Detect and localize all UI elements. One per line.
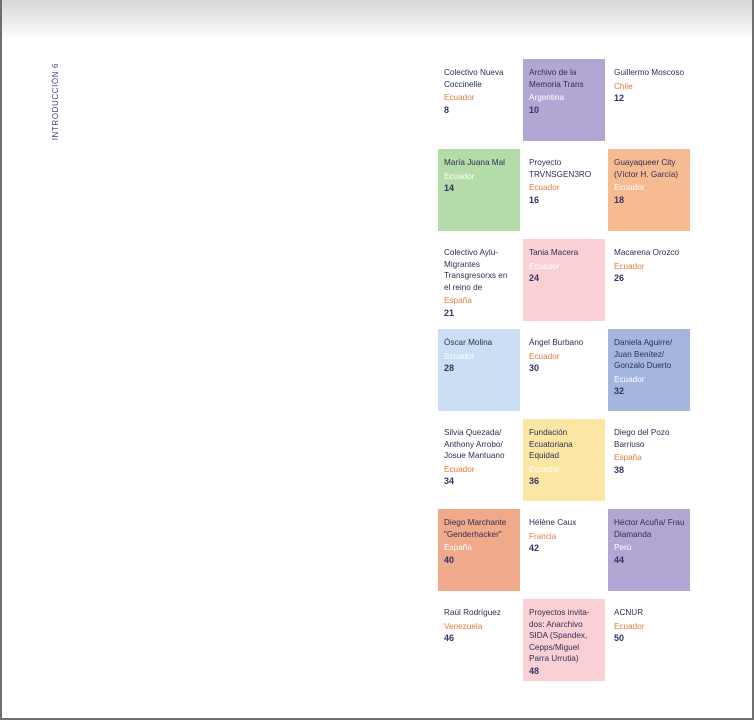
entry-page-number: 48 bbox=[529, 665, 540, 676]
contents-entry[interactable]: Archivo de la Memoria Trans Argentina 10 bbox=[523, 59, 605, 141]
entry-country: España bbox=[444, 296, 472, 305]
contents-entry[interactable]: Proyectos invita-dos: Anarchivo SIDA (Sp… bbox=[523, 599, 605, 681]
entry-page-number: 44 bbox=[614, 554, 625, 565]
entry-country: Ecuador bbox=[529, 261, 560, 271]
entry-country: Ecuador bbox=[529, 351, 560, 361]
entry-name: Fundación Ecuatoriana Equidad bbox=[529, 428, 573, 460]
entry-name: Colectivo Nueva Coccinelle bbox=[444, 68, 504, 89]
contents-entry[interactable]: María Juana Mal Ecuador 14 bbox=[438, 149, 520, 231]
entry-name: Raúl Rodríguez bbox=[444, 608, 501, 617]
contents-entry[interactable]: Óscar Molina Ecuador 28 bbox=[438, 329, 520, 411]
contents-entry[interactable]: Hélène Caux Francia 42 bbox=[523, 509, 605, 591]
entry-page-number: 8 bbox=[444, 104, 450, 115]
entry-name: Proyecto TRVNSGEN3RO bbox=[529, 158, 592, 179]
entry-country: España bbox=[444, 543, 472, 552]
entry-name: Archivo de la Memoria Trans bbox=[529, 68, 584, 89]
entry-country: Ecuador bbox=[614, 374, 645, 384]
entry-country: Ecuador bbox=[614, 621, 645, 631]
contents-entry[interactable]: Guillermo Moscoso Chile 12 bbox=[608, 59, 690, 141]
entry-page-number: 21 bbox=[444, 307, 455, 318]
entry-page-number: 34 bbox=[444, 476, 455, 486]
entry-name: Guillermo Moscoso bbox=[614, 68, 685, 77]
entry-name: Proyectos invita-dos: Anarchivo SIDA (Sp… bbox=[529, 608, 590, 663]
entry-name: Colectivo Aylu-Migrantes Transgresorxs e… bbox=[444, 248, 508, 292]
contents-entry[interactable]: Fundación Ecuatoriana Equidad Ecuador 36 bbox=[523, 419, 605, 501]
entry-country: Francia bbox=[529, 531, 557, 541]
contents-entry[interactable]: Colectivo Aylu-Migrantes Transgresorxs e… bbox=[438, 239, 520, 321]
entry-country: Ecuador bbox=[444, 171, 475, 181]
entry-page-number: 50 bbox=[614, 633, 625, 643]
contents-entry[interactable]: Ángel Burbano Ecuador 30 bbox=[523, 329, 605, 411]
entry-country: Venezuela bbox=[444, 621, 483, 631]
contents-entry[interactable]: Tania Macera Ecuador 24 bbox=[523, 239, 605, 321]
entry-name: Silvia Quezada/ Anthony Arrobo/ Josue Ma… bbox=[444, 428, 505, 460]
entry-name: Guayaqueer City (Víctor H. García) bbox=[614, 158, 679, 179]
entry-country: Chile bbox=[614, 81, 633, 91]
entry-page-number: 16 bbox=[529, 194, 540, 205]
entry-name: Tania Macera bbox=[529, 248, 579, 257]
entry-country: Ecuador bbox=[529, 183, 560, 192]
entry-name: Héctor Acuña/ Frau Diamanda bbox=[614, 518, 685, 539]
entry-country: Argentina bbox=[529, 93, 565, 102]
contents-entry[interactable]: Diego del Pozo Barriuso España 38 bbox=[608, 419, 690, 501]
contents-entry[interactable]: Proyecto TRVNSGEN3RO Ecuador 16 bbox=[523, 149, 605, 231]
contents-entry[interactable]: Colectivo Nueva Coccinelle Ecuador 8 bbox=[438, 59, 520, 141]
entry-name: Macarena Orozco bbox=[614, 248, 680, 257]
entry-country: Ecuador bbox=[444, 464, 475, 474]
entry-name: Óscar Molina bbox=[444, 338, 493, 347]
entry-country: Ecuador bbox=[614, 261, 645, 271]
entry-page-number: 42 bbox=[529, 543, 540, 553]
contents-entry[interactable]: Silvia Quezada/ Anthony Arrobo/ Josue Ma… bbox=[438, 419, 520, 501]
entry-page-number: 40 bbox=[444, 554, 455, 565]
contents-entry[interactable]: ACNUR Ecuador 50 bbox=[608, 599, 690, 681]
entry-name: Ángel Burbano bbox=[529, 338, 584, 347]
entry-page-number: 30 bbox=[529, 363, 540, 373]
entry-page-number: 46 bbox=[444, 633, 455, 643]
entry-page-number: 26 bbox=[614, 273, 625, 283]
entry-page-number: 14 bbox=[444, 183, 455, 193]
page-top-shadow bbox=[2, 0, 752, 40]
contents-entry[interactable]: Daniela Aguirre/ Juan Benítez/ Gonzalo D… bbox=[608, 329, 690, 411]
entry-country: Ecuador bbox=[444, 93, 475, 102]
contents-entry[interactable]: Raúl Rodríguez Venezuela 46 bbox=[438, 599, 520, 681]
entry-country: Perú bbox=[614, 543, 632, 552]
entry-page-number: 32 bbox=[614, 386, 625, 396]
entry-country: Ecuador bbox=[614, 183, 645, 192]
contents-entry[interactable]: Héctor Acuña/ Frau Diamanda Perú 44 bbox=[608, 509, 690, 591]
entry-name: María Juana Mal bbox=[444, 158, 505, 167]
entry-name: Diego del Pozo Barriuso bbox=[614, 428, 670, 449]
entry-name: Hélène Caux bbox=[529, 518, 577, 527]
entry-country: Ecuador bbox=[444, 351, 475, 361]
entry-page-number: 28 bbox=[444, 363, 455, 373]
entry-page-number: 38 bbox=[614, 464, 625, 475]
contents-entry[interactable]: Macarena Orozco Ecuador 26 bbox=[608, 239, 690, 321]
entry-name: Diego Marchante "Genderhacker" bbox=[444, 518, 507, 539]
contents-entry[interactable]: Guayaqueer City (Víctor H. García) Ecuado… bbox=[608, 149, 690, 231]
entry-page-number: 18 bbox=[614, 194, 625, 205]
contents-entry[interactable]: Diego Marchante "Genderhacker" España 40 bbox=[438, 509, 520, 591]
entry-country: España bbox=[614, 453, 642, 462]
entry-page-number: 12 bbox=[614, 93, 625, 103]
entry-name: ACNUR bbox=[614, 608, 644, 617]
entry-page-number: 24 bbox=[529, 273, 540, 283]
entry-page-number: 36 bbox=[529, 476, 540, 486]
contents-grid: Colectivo Nueva Coccinelle Ecuador 8 Archiv… bbox=[438, 59, 690, 681]
entry-country: Ecuador bbox=[529, 464, 560, 474]
entry-name: Daniela Aguirre/ Juan Benítez/ Gonzalo D… bbox=[614, 338, 673, 370]
section-label: INTRODUCCIÓN 6 bbox=[51, 63, 60, 141]
entry-page-number: 10 bbox=[529, 104, 540, 115]
